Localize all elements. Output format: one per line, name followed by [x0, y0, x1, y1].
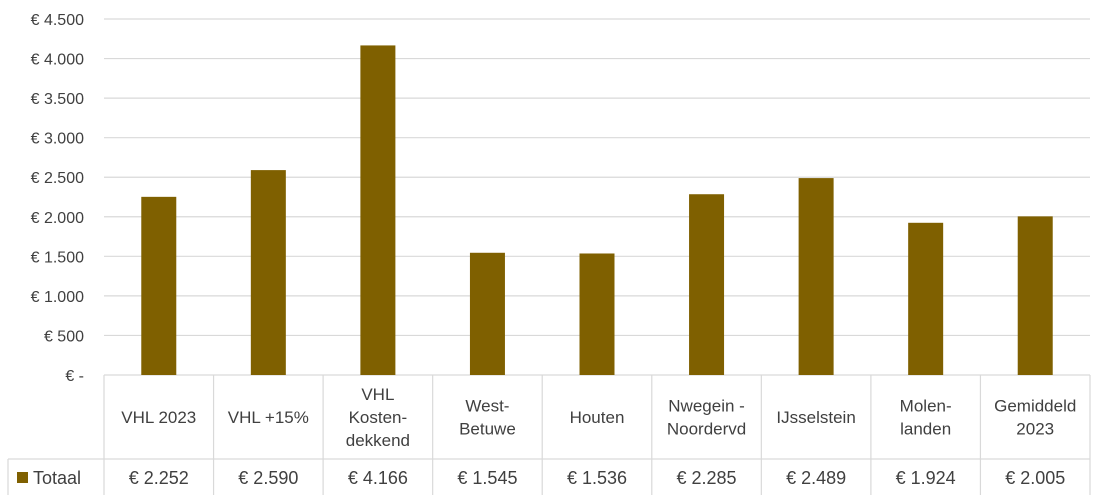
data-label: € 2.252 [129, 468, 189, 488]
category-label: IJsselstein [776, 408, 855, 427]
category-label: Gemiddeld [994, 397, 1076, 416]
y-tick-label: € 2.000 [31, 210, 84, 227]
y-tick-label: € 1.500 [31, 249, 84, 266]
category-label: Betuwe [459, 420, 516, 439]
category-label: Houten [570, 408, 625, 427]
y-tick-label: € 4.000 [31, 52, 84, 69]
category-label: West- [465, 397, 509, 416]
category-label: Kosten- [349, 408, 408, 427]
category-label: Nwegein - [668, 397, 745, 416]
data-table: VHL 2023 VHL +15% VHL Kosten-dekkend West- Be… [7, 375, 1091, 495]
category-label: VHL [361, 385, 394, 404]
data-label: € 2.285 [677, 468, 737, 488]
bar [798, 178, 834, 375]
y-tick-label: € 2.500 [31, 170, 84, 187]
bar [360, 45, 396, 376]
data-label: € 4.166 [348, 468, 408, 488]
category-label: landen [900, 420, 951, 439]
category-label: dekkend [346, 431, 410, 450]
y-tick-label: € 1.000 [31, 289, 84, 306]
bar [141, 196, 177, 375]
y-tick-label: € 3.500 [31, 91, 84, 108]
data-label: € 2.005 [1005, 468, 1065, 488]
data-label: € 1.536 [567, 468, 627, 488]
bar [1017, 216, 1053, 375]
y-tick-label: € - [65, 368, 84, 385]
bar [579, 253, 615, 375]
bar [689, 194, 725, 375]
bars [141, 45, 1053, 376]
bar [469, 252, 505, 375]
legend-swatch [17, 472, 28, 483]
bar [908, 222, 944, 375]
category-label: 2023 [1016, 420, 1054, 439]
category-label: Noordervd [667, 420, 746, 439]
y-tick-label: € 3.000 [31, 131, 84, 148]
category-label: Molen- [900, 397, 952, 416]
data-label: € 2.590 [238, 468, 298, 488]
category-label: VHL +15% [228, 408, 309, 427]
category-label: VHL 2023 [121, 408, 196, 427]
legend-label: Totaal [33, 468, 81, 488]
y-tick-label: € 500 [44, 328, 84, 345]
data-label: € 1.545 [457, 468, 517, 488]
bar [250, 170, 286, 375]
data-label: € 1.924 [896, 468, 956, 488]
y-tick-label: € 4.500 [31, 12, 84, 29]
data-label: € 2.489 [786, 468, 846, 488]
y-axis-tick-labels: € - € 500 € 1.000 € 1.500 € 2.000 € 2.500 € 3.… [31, 12, 84, 385]
